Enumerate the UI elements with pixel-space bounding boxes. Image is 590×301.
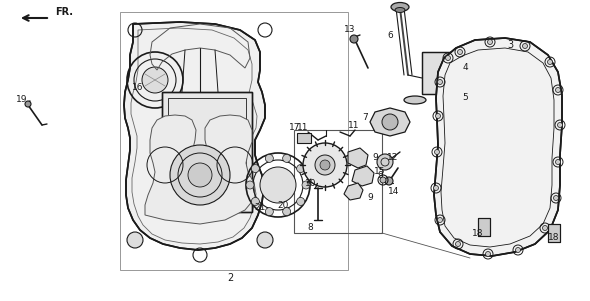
- Circle shape: [257, 232, 273, 248]
- Circle shape: [487, 39, 493, 45]
- Circle shape: [434, 185, 438, 191]
- Circle shape: [523, 44, 527, 48]
- Text: 12: 12: [387, 153, 399, 162]
- Text: 16: 16: [132, 83, 144, 92]
- Bar: [478, 218, 490, 236]
- Circle shape: [283, 154, 291, 162]
- Bar: [168, 98, 246, 206]
- Text: 11: 11: [348, 122, 360, 131]
- Bar: [297, 133, 311, 143]
- Text: 20: 20: [277, 200, 289, 209]
- Circle shape: [142, 67, 168, 93]
- Circle shape: [303, 143, 347, 187]
- Ellipse shape: [391, 2, 409, 11]
- Circle shape: [556, 88, 560, 92]
- Text: 9: 9: [367, 193, 373, 201]
- Bar: [478, 218, 490, 236]
- Circle shape: [260, 167, 296, 203]
- Polygon shape: [348, 148, 368, 168]
- Circle shape: [438, 218, 442, 222]
- Ellipse shape: [404, 96, 426, 104]
- Circle shape: [457, 49, 463, 54]
- Circle shape: [251, 197, 260, 206]
- Bar: [548, 224, 560, 242]
- Text: 8: 8: [307, 224, 313, 232]
- Circle shape: [542, 225, 548, 231]
- Circle shape: [315, 155, 335, 175]
- Circle shape: [455, 241, 461, 247]
- Circle shape: [283, 208, 291, 216]
- Text: 18: 18: [472, 228, 484, 237]
- Polygon shape: [352, 166, 374, 186]
- Circle shape: [445, 55, 451, 61]
- Polygon shape: [434, 38, 562, 256]
- Circle shape: [302, 181, 310, 189]
- Text: 18: 18: [548, 234, 560, 243]
- Circle shape: [297, 165, 304, 172]
- Bar: [422, 52, 454, 94]
- Circle shape: [434, 150, 440, 154]
- Circle shape: [438, 79, 442, 85]
- Text: 19: 19: [17, 95, 28, 104]
- Circle shape: [25, 101, 31, 107]
- Bar: [294, 130, 382, 233]
- Polygon shape: [124, 22, 265, 250]
- Circle shape: [246, 181, 254, 189]
- Text: FR.: FR.: [55, 7, 73, 17]
- Text: 6: 6: [387, 30, 393, 39]
- Polygon shape: [344, 183, 363, 200]
- Text: 9: 9: [377, 172, 383, 181]
- Circle shape: [251, 165, 260, 172]
- Circle shape: [516, 247, 520, 253]
- Bar: [548, 224, 560, 242]
- Text: 11: 11: [297, 123, 309, 132]
- Circle shape: [553, 196, 559, 200]
- Circle shape: [382, 114, 398, 130]
- Circle shape: [297, 197, 304, 206]
- Bar: [422, 52, 454, 94]
- Circle shape: [385, 177, 393, 185]
- Text: 15: 15: [374, 166, 386, 175]
- Text: 3: 3: [507, 40, 513, 50]
- Circle shape: [435, 113, 441, 119]
- Text: 5: 5: [462, 94, 468, 103]
- Text: 13: 13: [344, 26, 356, 35]
- Circle shape: [377, 154, 393, 170]
- Circle shape: [558, 123, 562, 128]
- Polygon shape: [370, 108, 410, 136]
- Circle shape: [127, 232, 143, 248]
- Text: 10: 10: [305, 178, 317, 188]
- Circle shape: [170, 145, 230, 205]
- Text: 9: 9: [372, 154, 378, 163]
- Circle shape: [188, 163, 212, 187]
- Text: 7: 7: [362, 113, 368, 122]
- Polygon shape: [145, 115, 255, 224]
- Ellipse shape: [395, 8, 405, 13]
- Bar: [120, 12, 348, 270]
- Text: 4: 4: [462, 63, 468, 72]
- Text: 17: 17: [289, 123, 301, 132]
- Bar: [162, 92, 252, 212]
- Circle shape: [320, 160, 330, 170]
- Circle shape: [380, 177, 386, 183]
- Text: 21: 21: [254, 203, 266, 212]
- Circle shape: [266, 154, 273, 162]
- Circle shape: [556, 160, 560, 165]
- Circle shape: [266, 208, 273, 216]
- Circle shape: [350, 35, 358, 43]
- Text: 2: 2: [227, 273, 233, 283]
- Bar: [162, 92, 252, 212]
- Circle shape: [486, 252, 490, 256]
- Circle shape: [548, 60, 552, 64]
- Text: 14: 14: [388, 187, 399, 196]
